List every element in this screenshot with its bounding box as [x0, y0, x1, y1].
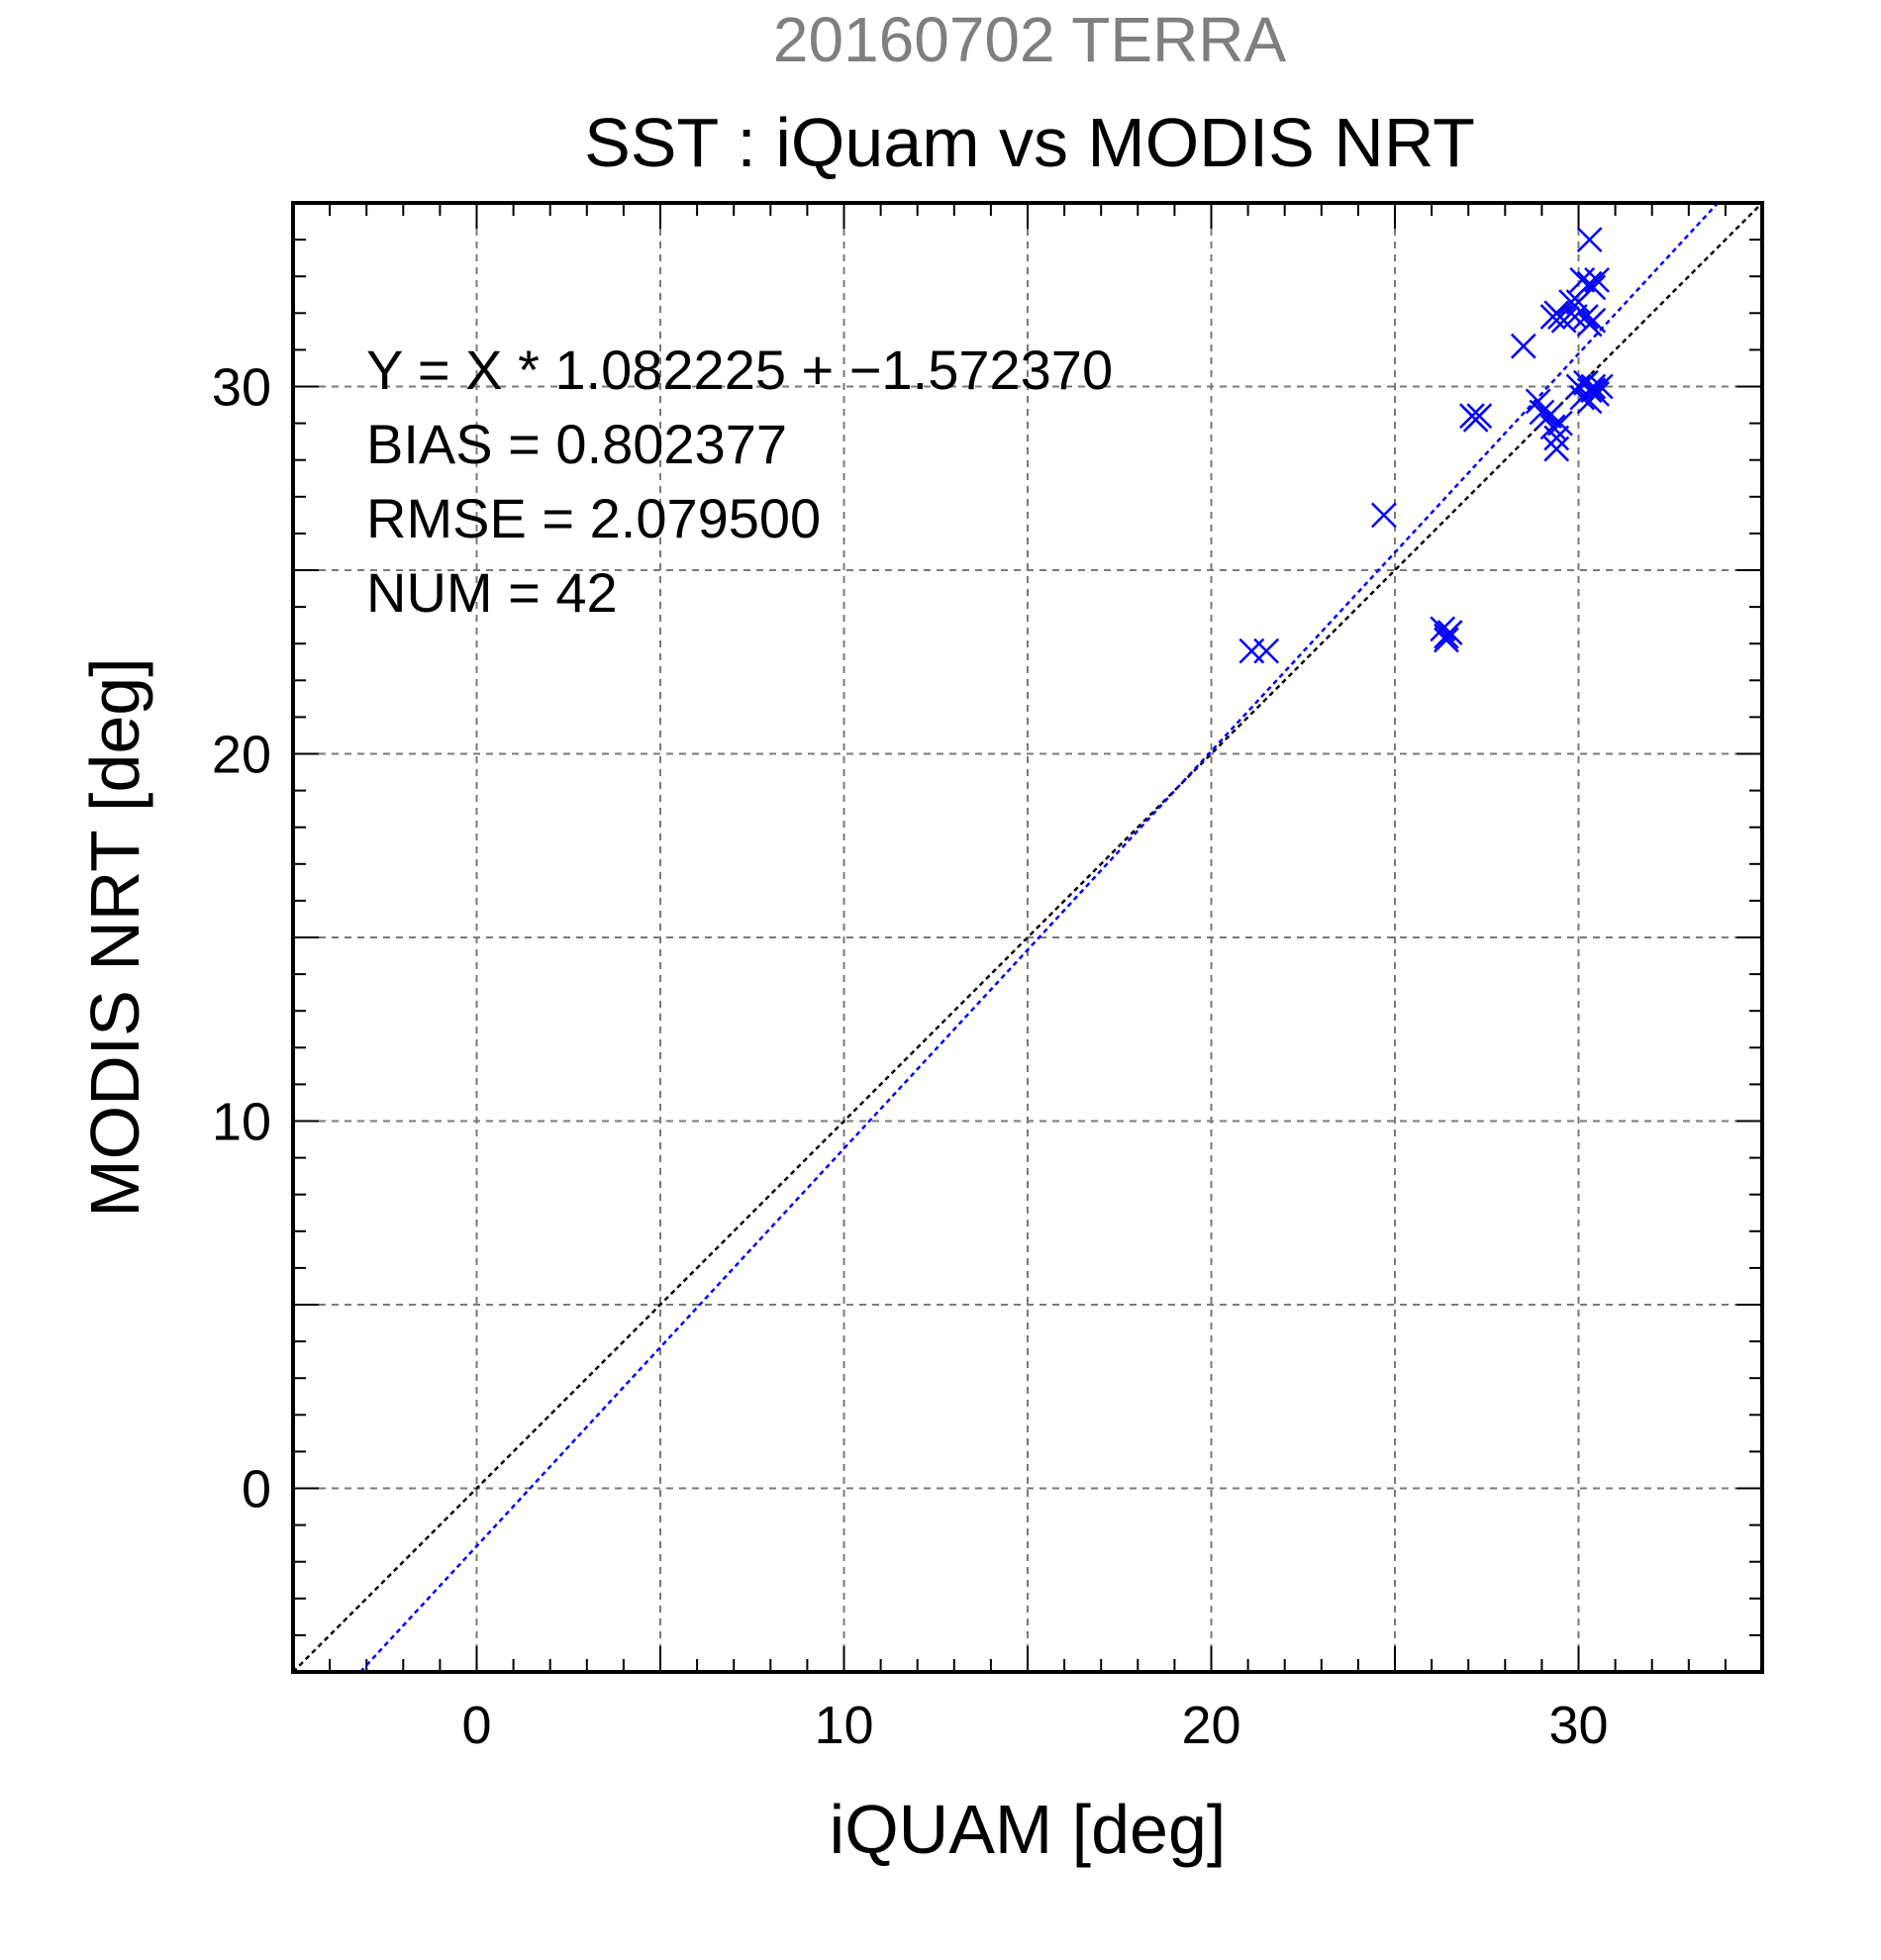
data-point-x-marker	[1576, 227, 1603, 252]
y-tick-label: 0	[242, 1460, 271, 1519]
stats-num: NUM = 42	[366, 561, 618, 624]
x-tick-label: 20	[1181, 1696, 1240, 1755]
grid-lines	[293, 203, 1762, 1672]
stats-box: Y = X * 1.082225 + −1.572370 BIAS = 0.80…	[366, 339, 1113, 624]
x-tick-label: 10	[814, 1696, 873, 1755]
identity-line	[292, 202, 1763, 1673]
chart-title: SST : iQuam vs MODIS NRT	[584, 104, 1475, 181]
x-axis-label: iQUAM [deg]	[830, 1791, 1227, 1868]
y-axis-label: MODIS NRT [deg]	[76, 657, 153, 1217]
data-point-x-marker	[1434, 627, 1459, 653]
data-point-x-marker	[1529, 399, 1555, 426]
tick-labels: 0 10 20 30 0 10 20 30	[212, 358, 1609, 1756]
y-tick-label: 30	[212, 358, 271, 418]
data-points	[1238, 227, 1614, 664]
stats-rmse: RMSE = 2.079500	[366, 487, 821, 549]
data-point-x-marker	[1543, 436, 1570, 462]
data-point-x-marker	[1580, 373, 1607, 400]
data-point-x-marker	[1573, 304, 1599, 330]
axis-ticks	[293, 203, 1762, 1672]
regression-line	[359, 202, 1720, 1673]
data-point-x-marker	[1580, 274, 1607, 301]
data-point-x-marker	[1547, 410, 1573, 437]
y-tick-label: 10	[212, 1093, 271, 1152]
stats-regression: Y = X * 1.082225 + −1.572370	[366, 339, 1113, 401]
data-point-x-marker	[1238, 637, 1265, 664]
chart-supertitle: 20160702 TERRA	[773, 4, 1287, 75]
data-point-x-marker	[1436, 620, 1463, 645]
data-point-x-marker	[1253, 637, 1280, 664]
data-point-x-marker	[1587, 373, 1614, 400]
plot-frame	[291, 201, 1764, 1674]
data-point-x-marker	[1510, 333, 1536, 359]
data-point-x-marker	[1580, 377, 1607, 404]
data-point-x-marker	[1576, 311, 1603, 338]
x-tick-label: 30	[1548, 1696, 1608, 1755]
y-tick-label: 20	[212, 726, 271, 785]
stats-bias: BIAS = 0.802377	[366, 413, 787, 475]
x-tick-label: 0	[461, 1696, 491, 1755]
data-point-x-marker	[1462, 407, 1489, 433]
data-point-x-marker	[1543, 425, 1570, 451]
reference-lines	[292, 202, 1763, 1673]
data-point-x-marker	[1584, 267, 1610, 293]
data-point-x-marker	[1370, 502, 1397, 529]
